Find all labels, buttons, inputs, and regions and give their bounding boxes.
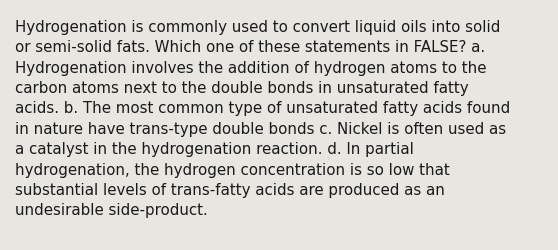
Text: Hydrogenation is commonly used to convert liquid oils into solid
or semi-solid f: Hydrogenation is commonly used to conver… xyxy=(16,20,511,218)
